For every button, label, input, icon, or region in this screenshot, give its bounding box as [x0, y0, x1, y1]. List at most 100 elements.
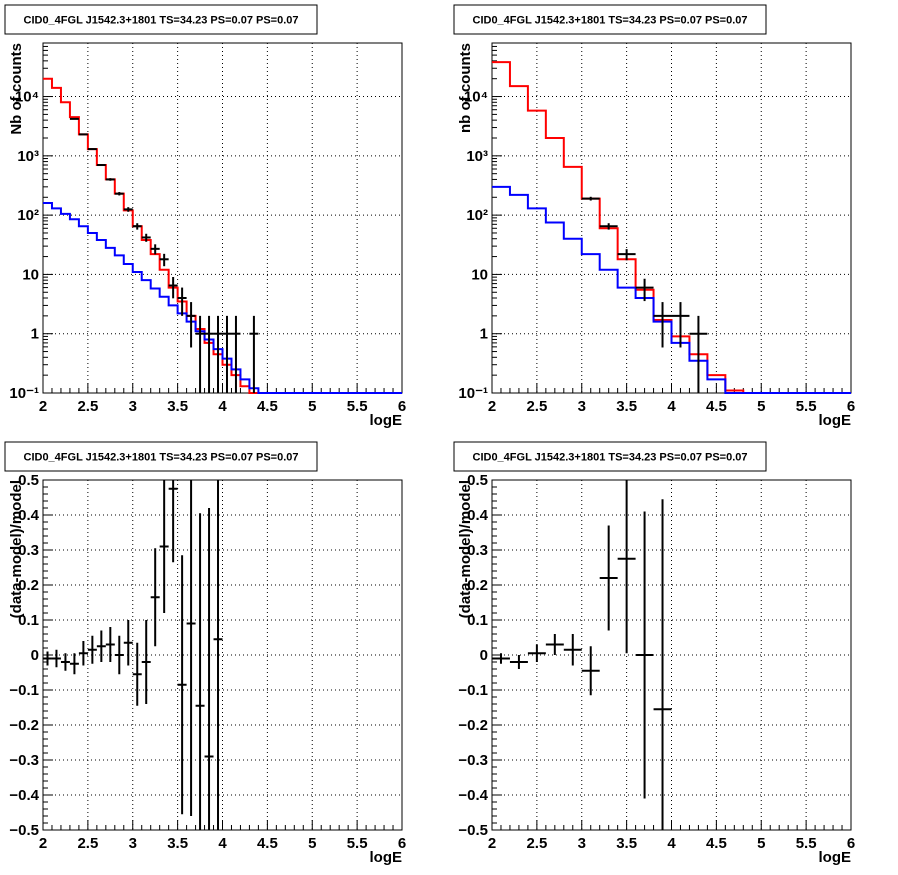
y-tick-label: 10⁻¹: [9, 385, 39, 402]
residual-points: [492, 480, 672, 830]
data-point: [105, 178, 115, 181]
y-tick-label: 0.4: [18, 507, 40, 524]
residual-point: [150, 548, 160, 647]
y-tick-label: 10⁴: [464, 89, 488, 106]
x-tick-label: 3: [578, 835, 586, 852]
residual-point: [96, 630, 106, 662]
x-tick-label: 3.5: [167, 398, 188, 415]
y-axis-title: (data-model)/model: [8, 480, 25, 618]
y-tick-label: −0.5: [9, 822, 39, 839]
series-3: [69, 117, 259, 393]
x-tick-label: 2.5: [526, 835, 547, 852]
data-point: [78, 133, 88, 136]
residual-point: [492, 653, 510, 664]
data-point: [195, 315, 205, 393]
y-axis-title: (data-model)/model: [457, 480, 474, 618]
x-axis: 2 2.5 3 3.5 4 4.5 5 5.5 6: [488, 383, 855, 415]
data-point: [231, 315, 241, 393]
x-tick-label: 6: [847, 835, 855, 852]
grid-lines: [491, 479, 852, 831]
x-axis-title: logE: [370, 412, 403, 429]
data-point: [114, 192, 124, 196]
data-point: [96, 164, 106, 167]
x-tick-label: 3.5: [616, 835, 637, 852]
residual-point: [527, 644, 546, 662]
data-point: [177, 287, 187, 316]
data-point: [132, 223, 142, 230]
chart-title: CID0_4FGL J1542.3+1801 TS=34.23 PS=0.07 …: [473, 452, 748, 464]
x-axis: 2 2.5 3 3.5 4 4.5 5 5.5 6: [488, 820, 855, 852]
x-tick-label: 4.5: [706, 398, 727, 415]
residual-point: [509, 655, 528, 669]
x-tick-label: 2: [488, 398, 496, 415]
series-step-line: [492, 185, 851, 394]
y-axis: −0.5 −0.4 −0.3 −0.2 −0.1 0 0.1 0.2 0.3 0.4 0.5: [9, 472, 53, 839]
series-2: [492, 185, 851, 394]
data-point: [204, 315, 214, 393]
y-tick-label: 0.4: [467, 507, 489, 524]
grid-lines: [42, 479, 403, 831]
data-point: [168, 276, 178, 299]
data-point: [689, 315, 708, 393]
data-point: [186, 302, 196, 348]
y-tick-label: 10⁴: [15, 89, 39, 106]
x-tick-label: 4.5: [257, 835, 278, 852]
data-point: [150, 244, 160, 255]
data-point: [671, 302, 690, 348]
x-tick-label: 5: [308, 398, 316, 415]
x-axis-title: logE: [370, 849, 403, 866]
x-tick-label: 4.5: [257, 398, 278, 415]
y-tick-label: 0.5: [467, 472, 488, 489]
x-tick-label: 2.5: [77, 835, 98, 852]
x-tick-label: 2: [488, 835, 496, 852]
x-tick-label: 5.5: [796, 835, 817, 852]
y-axis-title: nb of counts: [457, 43, 474, 133]
y-axis-title: Nb of counts: [8, 43, 25, 135]
y-tick-label: 1: [480, 326, 488, 343]
y-axis: −0.5 −0.4 −0.3 −0.2 −0.1 0 0.1 0.2 0.3 0.4 0.5: [458, 472, 502, 839]
residual-point: [195, 513, 205, 830]
y-tick-label: 1: [31, 326, 39, 343]
residual-point: [159, 480, 169, 613]
y-axis: 10⁻¹ 1 10 10² 10³ 10⁴: [9, 42, 53, 402]
chart-title: CID0_4FGL J1542.3+1801 TS=34.23 PS=0.07 …: [24, 15, 299, 27]
y-tick-label: −0.5: [458, 822, 488, 839]
y-tick-label: −0.2: [458, 717, 488, 734]
x-tick-label: 4: [218, 398, 227, 415]
series-3: [581, 196, 708, 393]
y-axis: 10⁻¹ 1 10 10² 10³ 10⁴: [458, 42, 502, 402]
residual-point: [617, 480, 636, 654]
residual-point: [105, 627, 115, 662]
y-tick-label: 0.1: [18, 612, 39, 629]
x-tick-label: 3.5: [167, 835, 188, 852]
x-tick-label: 5.5: [347, 835, 368, 852]
title-box: [453, 4, 767, 35]
y-tick-label: −0.1: [458, 682, 488, 699]
residual-point: [141, 620, 151, 704]
y-tick-label: −0.4: [458, 787, 488, 804]
x-tick-label: 5.5: [347, 398, 368, 415]
residual-point: [186, 480, 196, 816]
y-tick-label: 0.3: [18, 542, 39, 559]
x-tick-label: 4.5: [706, 835, 727, 852]
residual-point: [653, 499, 672, 830]
residual-point: [213, 480, 223, 830]
y-tick-label: 0.3: [467, 542, 488, 559]
chart-panel-3: 2 2.5 3 3.5 4 4.5 5 5.5 6 −0.5 −0.4 −0.3 −0.2 −0.1 0 0.…: [4, 441, 406, 866]
x-tick-label: 2: [39, 398, 47, 415]
residual-point: [177, 555, 187, 815]
data-point: [213, 315, 223, 393]
y-tick-label: 0.1: [467, 612, 488, 629]
residual-point: [43, 651, 52, 666]
y-tick-label: 0.2: [18, 577, 39, 594]
residual-point: [581, 646, 600, 696]
x-tick-label: 3: [129, 835, 137, 852]
x-tick-label: 6: [847, 398, 855, 415]
residual-point: [60, 653, 70, 671]
x-tick-label: 4: [667, 398, 676, 415]
y-tick-label: 10³: [17, 148, 39, 165]
data-point: [69, 117, 79, 120]
chart-panel-1: 2 2.5 3 3.5 4 4.5 5 5.5 6 10⁻¹ 1 10 10² 10³ 10⁴ logE Nb …: [4, 4, 406, 429]
residual-point: [599, 525, 618, 631]
